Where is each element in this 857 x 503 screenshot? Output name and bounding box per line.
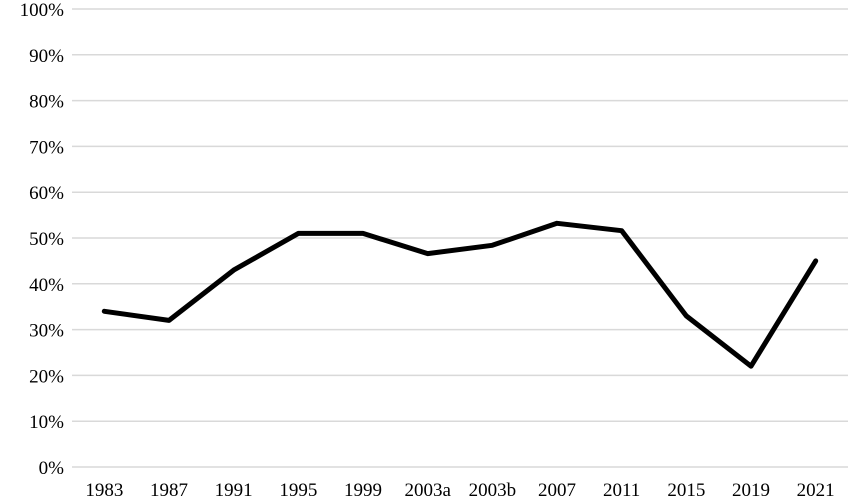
x-tick-label: 1983 bbox=[85, 480, 123, 501]
y-tick-label: 70% bbox=[29, 137, 64, 158]
y-tick-label: 50% bbox=[29, 229, 64, 250]
x-tick-label: 2003a bbox=[404, 480, 451, 501]
series-layer bbox=[101, 220, 819, 369]
y-tick-label: 20% bbox=[29, 366, 64, 387]
y-tick-label: 40% bbox=[29, 275, 64, 296]
x-tick-label: 2015 bbox=[667, 480, 705, 501]
y-tick-label: 80% bbox=[29, 92, 64, 113]
y-tick-label: 10% bbox=[29, 412, 64, 433]
series-line bbox=[101, 220, 819, 369]
x-tick-label: 1987 bbox=[150, 480, 188, 501]
x-tick-label: 1999 bbox=[344, 480, 382, 501]
gridlines bbox=[72, 8, 848, 468]
y-tick-label: 90% bbox=[29, 46, 64, 67]
x-tick-label: 2019 bbox=[732, 480, 770, 501]
x-axis: 1983 1987 1991 1995 1999 2003a 2003b 2007 2011 20… bbox=[85, 480, 834, 501]
y-tick-label: 30% bbox=[29, 321, 64, 342]
x-tick-label: 2003b bbox=[469, 480, 517, 501]
x-tick-label: 2007 bbox=[538, 480, 576, 501]
x-tick-label: 2011 bbox=[603, 480, 640, 501]
y-tick-label: 0% bbox=[39, 458, 65, 479]
x-tick-label: 1991 bbox=[215, 480, 253, 501]
x-tick-label: 1995 bbox=[279, 480, 317, 501]
y-tick-label: 60% bbox=[29, 183, 64, 204]
x-tick-label: 2021 bbox=[797, 480, 835, 501]
y-tick-label: 100% bbox=[20, 0, 65, 21]
y-axis: 0% 10% 20% 30% 40% 50% 60% 70% 80% 90% 100% bbox=[20, 0, 65, 479]
